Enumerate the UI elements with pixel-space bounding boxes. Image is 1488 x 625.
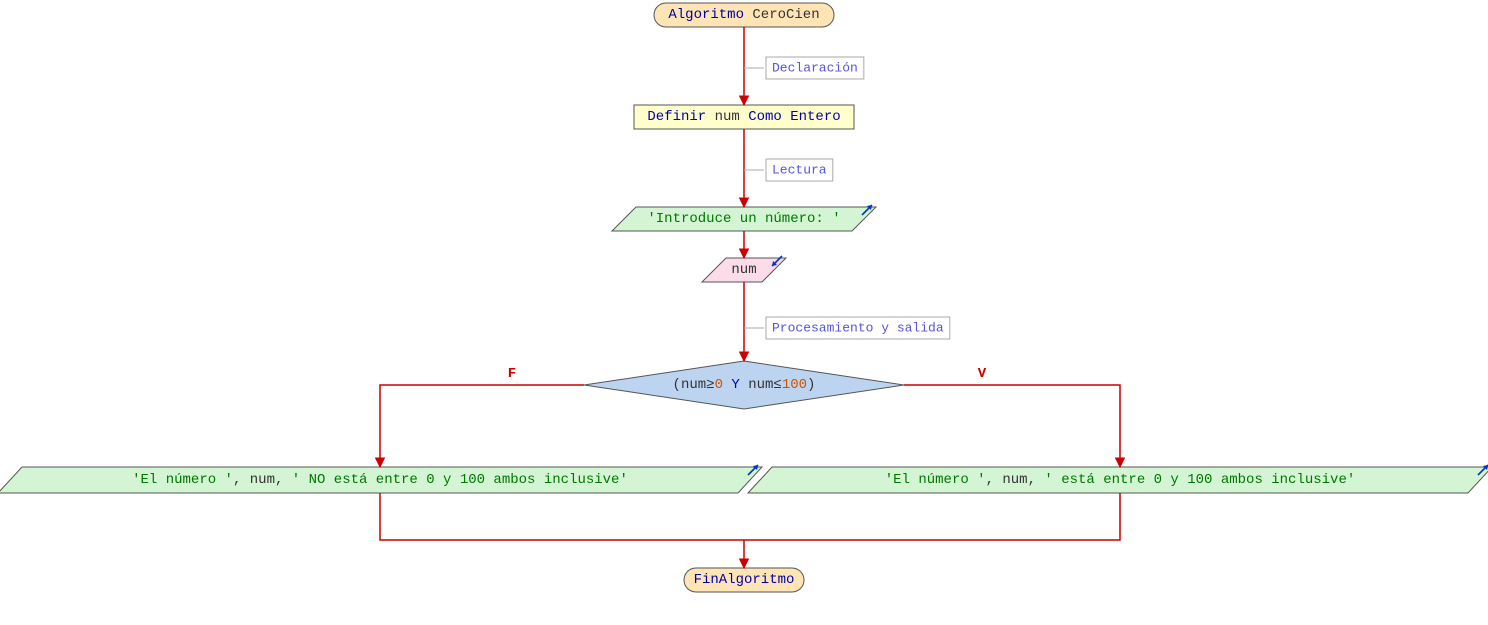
node-declare-text: Definir num Como Entero bbox=[647, 109, 840, 125]
node-start-text: Algoritmo CeroCien bbox=[668, 7, 819, 23]
section-label: Lectura bbox=[772, 163, 827, 178]
node-read-text: num bbox=[731, 262, 756, 278]
node-out_true-text: 'El número ', num, ' está entre 0 y 100 … bbox=[885, 472, 1356, 488]
branch-label-true: V bbox=[978, 366, 987, 382]
node-decision-text: (num≥0 Y num≤100) bbox=[673, 377, 816, 393]
section-label: Declaración bbox=[772, 61, 858, 76]
flowchart-canvas: Algoritmo CeroCien Definir num Como Enter… bbox=[0, 0, 1488, 625]
node-out_false-text: 'El número ', num, ' NO está entre 0 y 1… bbox=[132, 472, 628, 488]
node-end-text: FinAlgoritmo bbox=[694, 572, 795, 588]
node-prompt-text: 'Introduce un número: ' bbox=[647, 211, 840, 227]
branch-label-false: F bbox=[508, 366, 516, 382]
section-label: Procesamiento y salida bbox=[772, 321, 944, 336]
